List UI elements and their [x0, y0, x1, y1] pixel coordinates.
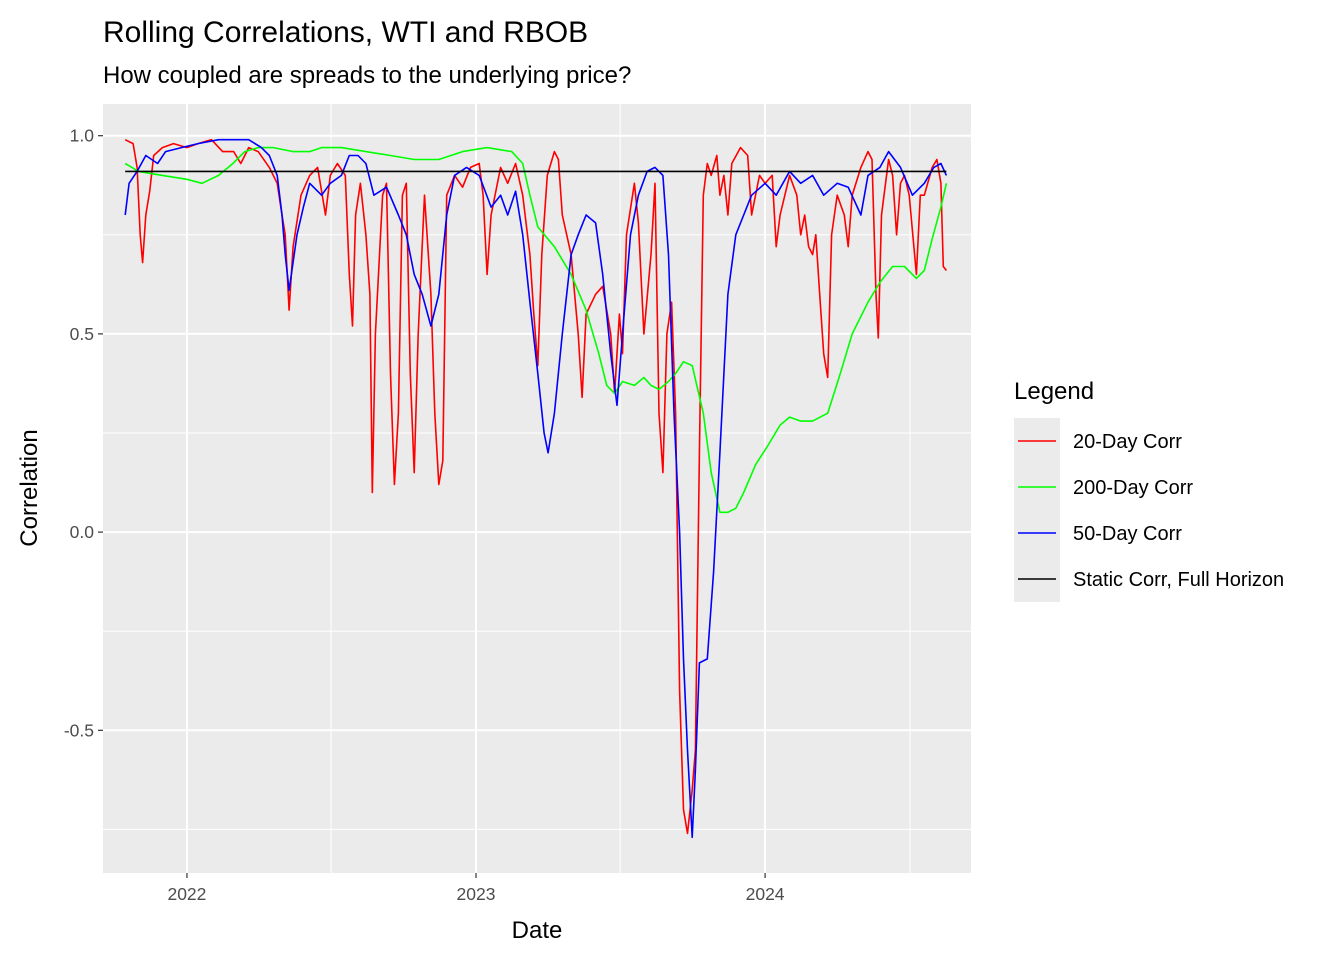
x-axis: 2022 2023 2024 — [167, 873, 785, 904]
y-tick-label: 0.0 — [70, 522, 95, 542]
series-line-20-day-corr — [124, 138, 948, 835]
x-tick-label: 2024 — [746, 884, 785, 904]
grid-major — [103, 104, 971, 873]
grid-minor — [103, 104, 971, 873]
x-tick-label: 2022 — [167, 884, 206, 904]
legend-label: 50-Day Corr — [1073, 523, 1182, 545]
y-tick-label: -0.5 — [64, 720, 94, 740]
legend-title: Legend — [1014, 378, 1094, 405]
y-axis: -0.5 0.0 0.5 1.0 — [64, 126, 103, 740]
chart-title: Rolling Correlations, WTI and RBOB — [103, 16, 588, 49]
legend-label: Static Corr, Full Horizon — [1073, 569, 1284, 591]
x-tick-label: 2023 — [457, 884, 496, 904]
y-tick-label: 0.5 — [70, 324, 94, 344]
series-line-50-day-corr — [124, 138, 948, 839]
x-axis-title: Date — [512, 917, 563, 944]
legend-label: 20-Day Corr — [1073, 431, 1182, 453]
legend: Legend 20-Day Corr 200-Day Corr 50-Day Cor… — [1014, 378, 1284, 602]
legend-key-background — [1014, 418, 1060, 602]
y-axis-title: Correlation — [16, 429, 43, 546]
legend-label: 200-Day Corr — [1073, 477, 1193, 499]
chart-subtitle: How coupled are spreads to the underlyin… — [103, 62, 631, 89]
series-layer — [124, 138, 948, 839]
plot-panel — [103, 104, 971, 873]
series-line-200-day-corr — [124, 146, 948, 514]
y-tick-label: 1.0 — [70, 126, 95, 146]
